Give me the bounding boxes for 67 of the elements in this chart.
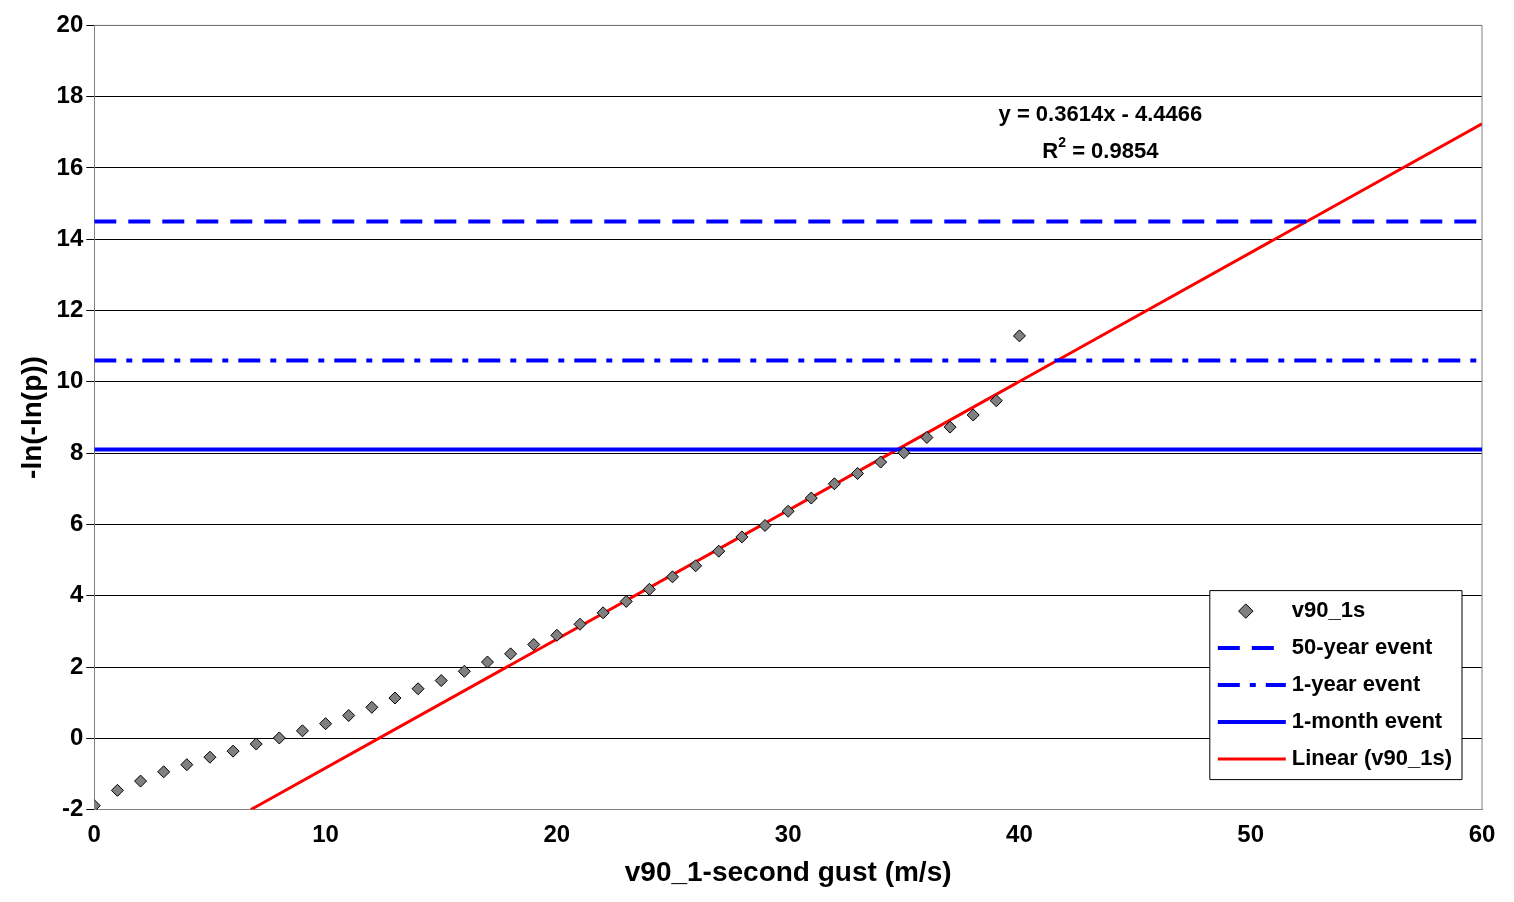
point bbox=[781, 504, 795, 518]
x-tick-label: 20 bbox=[543, 819, 571, 847]
point bbox=[411, 682, 425, 696]
point bbox=[434, 674, 448, 688]
legend-label: Linear (v90_1s) bbox=[1291, 745, 1452, 771]
x-tick-label: 10 bbox=[312, 819, 339, 847]
point bbox=[712, 544, 726, 558]
y-tick-label: 18 bbox=[56, 81, 84, 109]
x-axis-title: v90_1-second gust (m/s) bbox=[624, 855, 952, 887]
y-tick-label: 14 bbox=[56, 223, 84, 251]
legend-label: 1-month event bbox=[1291, 708, 1443, 734]
y-tick-label: 0 bbox=[69, 722, 84, 750]
y-tick-label: 6 bbox=[69, 509, 84, 537]
point bbox=[365, 700, 379, 714]
point bbox=[920, 430, 934, 444]
point bbox=[874, 455, 888, 469]
point bbox=[573, 617, 587, 631]
point bbox=[642, 582, 656, 596]
point bbox=[527, 638, 541, 652]
y-tick-label: 4 bbox=[69, 580, 84, 608]
y-tick-label: 8 bbox=[69, 437, 84, 465]
annotation: y = 0.3614x - 4.4466 bbox=[998, 101, 1203, 127]
point bbox=[735, 530, 749, 544]
y-tick-label: -2 bbox=[61, 794, 84, 822]
point bbox=[134, 774, 148, 788]
y-tick-label: 20 bbox=[56, 10, 84, 38]
point bbox=[966, 408, 980, 422]
y-tick-label: 2 bbox=[69, 651, 84, 679]
point bbox=[480, 655, 494, 669]
y-tick-label: 12 bbox=[56, 295, 84, 323]
legend-label: 50-year event bbox=[1291, 634, 1434, 660]
legend-label: v90_1s bbox=[1291, 597, 1366, 623]
y-tick-label: 16 bbox=[56, 152, 84, 180]
point bbox=[897, 446, 911, 460]
point bbox=[504, 647, 518, 661]
point bbox=[989, 394, 1003, 408]
point bbox=[666, 570, 680, 584]
legend-label: 1-year event bbox=[1291, 671, 1421, 697]
point bbox=[619, 594, 633, 608]
point bbox=[295, 724, 309, 738]
point bbox=[180, 758, 194, 772]
point bbox=[758, 519, 772, 533]
point bbox=[110, 783, 124, 797]
point bbox=[550, 628, 564, 642]
point bbox=[1012, 329, 1026, 343]
y-axis-title: -ln(-ln(p)) bbox=[15, 356, 47, 479]
point bbox=[596, 606, 610, 620]
point bbox=[342, 709, 356, 722]
point bbox=[226, 744, 240, 758]
point bbox=[319, 717, 333, 731]
point bbox=[851, 466, 865, 480]
point bbox=[249, 737, 263, 751]
point bbox=[827, 477, 841, 491]
point bbox=[457, 664, 471, 678]
point bbox=[689, 559, 703, 573]
point bbox=[943, 420, 957, 434]
point bbox=[388, 691, 402, 705]
point bbox=[203, 750, 217, 764]
point bbox=[157, 765, 171, 779]
x-tick-label: 40 bbox=[1006, 819, 1033, 847]
point bbox=[804, 491, 818, 505]
x-tick-label: 30 bbox=[774, 819, 802, 847]
y-tick-label: 10 bbox=[56, 366, 84, 394]
x-tick-label: 50 bbox=[1237, 819, 1265, 847]
x-tick-label: 60 bbox=[1468, 819, 1496, 847]
point bbox=[272, 731, 286, 745]
x-tick-label: 0 bbox=[87, 819, 101, 847]
